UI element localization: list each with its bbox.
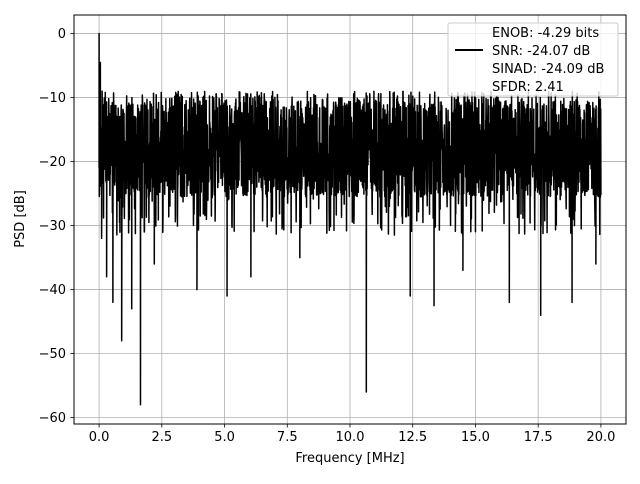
y-tick-label: −30 [39, 219, 66, 234]
series-layer [98, 32, 602, 406]
y-tick-label: −60 [39, 411, 66, 426]
x-tick-label: 12.5 [398, 430, 427, 445]
y-axis-label: PSD [dB] [13, 190, 28, 248]
legend-entry: SINAD: -24.09 dB [492, 62, 604, 77]
x-tick-label: 7.5 [277, 430, 298, 445]
legend: ENOB: -4.29 bits SNR: -24.07 dB SINAD: -24… [447, 22, 619, 97]
legend-entry: SNR: -24.07 dB [492, 44, 590, 59]
y-tick-label: −40 [39, 283, 66, 298]
x-axis-label: Frequency [MHz] [295, 451, 404, 466]
y-tick-label: 0 [58, 27, 66, 42]
legend-entry: ENOB: -4.29 bits [492, 26, 599, 41]
x-tick-label: 17.5 [524, 430, 553, 445]
ticks: 0.0 2.5 5.0 7.5 10.0 12.5 15.0 17.5 20.0 0 −10 −20 −… [39, 27, 616, 445]
y-tick-label: −50 [39, 347, 66, 362]
y-tick-label: −10 [39, 91, 66, 106]
x-tick-label: 15.0 [461, 430, 490, 445]
x-tick-label: 5.0 [214, 430, 235, 445]
x-tick-label: 0.0 [89, 430, 110, 445]
psd-series-line [98, 32, 602, 406]
legend-entry: SFDR: 2.41 [492, 80, 564, 95]
x-tick-label: 2.5 [151, 430, 172, 445]
y-tick-label: −20 [39, 155, 66, 170]
legend-box [447, 22, 619, 97]
x-tick-label: 20.0 [586, 430, 615, 445]
x-tick-label: 10.0 [336, 430, 365, 445]
